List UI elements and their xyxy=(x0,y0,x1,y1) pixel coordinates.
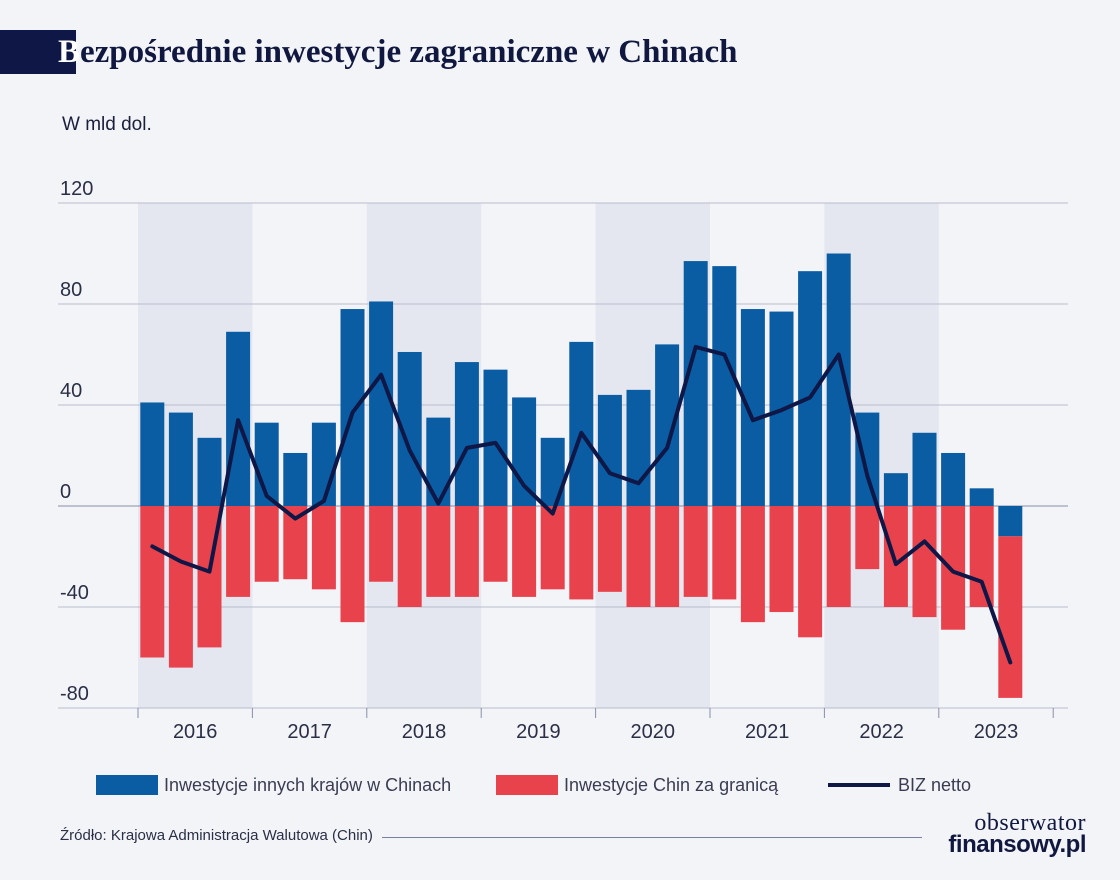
bar-inflows xyxy=(798,271,823,506)
bar-outflows xyxy=(397,506,422,607)
bar-outflows xyxy=(140,506,165,658)
y-tick-label: 80 xyxy=(60,279,82,301)
unit-label: W mld dol. xyxy=(62,114,152,135)
legend-item-outflows: Inwestycje Chin za granicą xyxy=(496,772,778,798)
source-rule xyxy=(382,837,922,838)
bar-inflows xyxy=(626,389,651,506)
source-note: Źródło: Krajowa Administracja Walutowa (… xyxy=(60,827,373,844)
bar-inflows xyxy=(712,266,737,506)
bar-outflows xyxy=(626,506,651,607)
legend-swatch-outflows xyxy=(496,775,558,795)
title-block: Bezpośrednie inwestycje zagraniczne w Ch… xyxy=(0,30,1120,74)
bar-inflows xyxy=(140,402,165,506)
bar-outflows xyxy=(226,506,251,597)
bar-inflows xyxy=(883,473,908,506)
bar-inflows xyxy=(340,309,365,506)
y-tick-label: -40 xyxy=(60,582,89,604)
logo-line-1: obserwator xyxy=(974,810,1086,836)
legend-label-outflows: Inwestycje Chin za granicą xyxy=(564,774,779,795)
x-tick-label-2017: 2017 xyxy=(287,721,332,743)
bar-outflows xyxy=(969,506,994,607)
legend-swatch-net xyxy=(828,783,890,787)
bar-outflows xyxy=(311,506,336,590)
y-tick-label: -80 xyxy=(60,683,89,705)
bar-inflows xyxy=(969,488,994,506)
title-accent-bar xyxy=(0,30,76,74)
bar-inflows xyxy=(998,506,1023,537)
bar-outflows xyxy=(168,506,193,668)
title-rest: ezpośrednie inwestycje zagraniczne w Chi… xyxy=(80,34,738,70)
bar-inflows xyxy=(826,253,851,506)
bar-outflows xyxy=(512,506,537,597)
bar-outflows xyxy=(998,536,1023,698)
bar-inflows xyxy=(483,369,508,506)
x-tick-label-2022: 2022 xyxy=(859,721,904,743)
chart: -80 -40 0 40 80 120 2016 2017 2018 2019 2020 2021 20… xyxy=(58,178,1068,743)
bar-outflows xyxy=(941,506,966,630)
x-tick-label-2018: 2018 xyxy=(402,721,447,743)
line-net xyxy=(150,344,1013,665)
bar-outflows xyxy=(855,506,880,570)
legend-label-net: BIZ netto xyxy=(898,774,972,795)
bar-inflows xyxy=(855,412,880,506)
bar-outflows xyxy=(655,506,680,607)
legend-label-inflows: Inwestycje innych krajów w Chinach xyxy=(164,774,452,795)
bar-inflows xyxy=(512,397,537,506)
x-tick-label-2019: 2019 xyxy=(516,721,561,743)
bar-inflows xyxy=(597,394,622,506)
bar-outflows xyxy=(740,506,765,623)
bar-outflows xyxy=(683,506,708,597)
bar-outflows xyxy=(483,506,508,582)
legend-item-net: BIZ netto xyxy=(828,772,971,798)
bar-outflows xyxy=(769,506,794,613)
bar-outflows xyxy=(569,506,594,600)
bar-inflows xyxy=(426,417,451,506)
x-tick-label-2023: 2023 xyxy=(974,721,1019,743)
chart-title: Bezpośrednie inwestycje zagraniczne w Ch… xyxy=(58,32,738,72)
bar-inflows xyxy=(683,261,708,506)
bar-inflows xyxy=(283,452,308,506)
bar-inflows xyxy=(311,422,336,506)
bar-inflows xyxy=(197,437,222,506)
publisher-logo: obserwator finansowy.pl xyxy=(936,810,1086,858)
bar-outflows xyxy=(426,506,451,597)
bar-inflows xyxy=(168,412,193,506)
bar-inflows xyxy=(569,341,594,506)
legend-item-inflows: Inwestycje innych krajów w Chinach xyxy=(96,772,451,798)
x-tick-label-2021: 2021 xyxy=(745,721,790,743)
bar-inflows xyxy=(369,301,394,506)
bar-outflows xyxy=(540,506,565,590)
title-first-letter: B xyxy=(58,34,81,70)
bar-outflows xyxy=(340,506,365,623)
bar-outflows xyxy=(254,506,279,582)
bar-outflows xyxy=(712,506,737,600)
legend-swatch-inflows xyxy=(96,775,158,795)
y-tick-label: 0 xyxy=(60,481,71,503)
bar-outflows xyxy=(912,506,937,618)
bar-inflows xyxy=(912,432,937,506)
x-tick-label-2016: 2016 xyxy=(173,721,218,743)
legend: Inwestycje innych krajów w Chinach Inwes… xyxy=(96,772,1096,798)
x-tick-label-2020: 2020 xyxy=(631,721,676,743)
bar-inflows xyxy=(740,309,765,506)
bar-outflows xyxy=(369,506,394,582)
bar-outflows xyxy=(597,506,622,592)
bar-inflows xyxy=(941,452,966,506)
bar-outflows xyxy=(454,506,479,597)
y-tick-label: 120 xyxy=(60,178,93,200)
bar-inflows xyxy=(454,362,479,506)
bar-outflows xyxy=(798,506,823,638)
y-tick-label: 40 xyxy=(60,380,82,402)
logo-line-2: finansowy.pl xyxy=(948,831,1086,858)
bar-outflows xyxy=(826,506,851,607)
